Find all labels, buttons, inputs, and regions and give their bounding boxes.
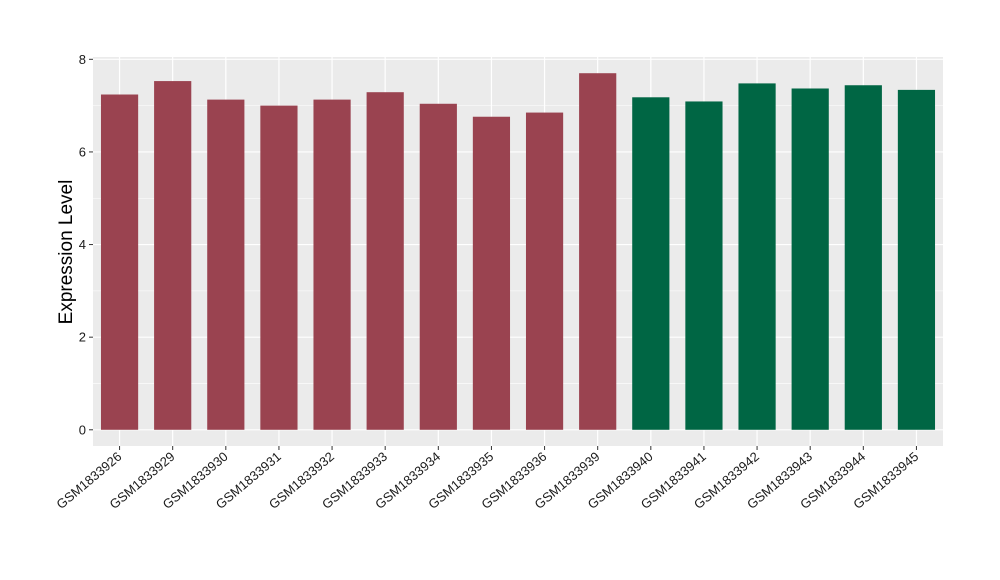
y-tick-label: 4 <box>79 237 86 252</box>
bar-gsm1833943 <box>791 88 829 430</box>
bar-gsm1833926 <box>100 94 139 430</box>
y-tick-label: 6 <box>79 144 86 159</box>
y-axis: 0 2 4 6 8 <box>79 52 93 437</box>
bar-gsm1833942 <box>738 83 776 430</box>
bar-gsm1833939 <box>579 73 617 430</box>
y-axis-title: Expression Level <box>56 180 77 325</box>
x-axis: GSM1833926GSM1833929GSM1833930GSM1833931… <box>53 446 921 512</box>
y-tick-label: 8 <box>79 52 86 67</box>
bar-gsm1833941 <box>685 101 723 430</box>
bar-gsm1833944 <box>844 85 882 430</box>
bar-gsm1833940 <box>632 97 670 430</box>
bar-gsm1833933 <box>366 92 404 430</box>
bar-gsm1833931 <box>260 105 298 430</box>
bar-gsm1833930 <box>207 99 245 430</box>
bar-gsm1833934 <box>419 103 457 430</box>
bar-gsm1833936 <box>525 112 564 430</box>
bar-gsm1833932 <box>313 99 351 430</box>
bar-gsm1833945 <box>897 89 936 430</box>
bar-gsm1833935 <box>472 116 511 430</box>
y-tick-label: 0 <box>79 422 86 437</box>
y-tick-label: 2 <box>79 330 86 345</box>
bar-gsm1833929 <box>154 81 192 430</box>
bars <box>100 73 936 430</box>
